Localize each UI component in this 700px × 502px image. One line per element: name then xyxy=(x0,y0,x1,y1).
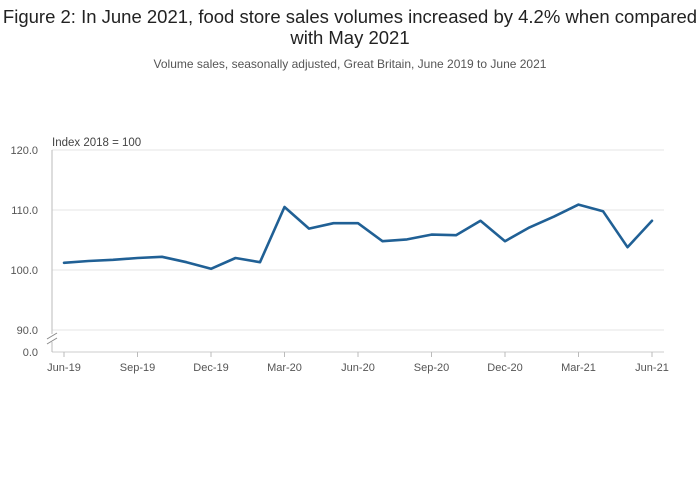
x-tick-label: Dec-20 xyxy=(487,362,522,374)
axis-break-mark xyxy=(46,337,58,345)
series-lines xyxy=(62,203,654,271)
x-tick-label: Jun-21 xyxy=(635,362,669,374)
gridlines xyxy=(52,149,664,353)
y-tick-label: 120.0 xyxy=(10,145,38,157)
y-tick-label: 110.0 xyxy=(11,205,38,217)
tick-labels: 120.0 110.0 100.0 90.0 0.0 Jun-19 Sep-19 Dec-19… xyxy=(10,145,668,374)
x-tick-label: Sep-20 xyxy=(414,362,449,374)
y-axis-label: Index 2018 = 100 xyxy=(52,137,141,149)
x-tick-label: Mar-20 xyxy=(267,362,302,374)
axis-break-mark xyxy=(46,332,58,340)
y-tick-label: 100.0 xyxy=(10,265,38,277)
series-line xyxy=(62,203,654,271)
chart-subtitle: Volume sales, seasonally adjusted, Great… xyxy=(153,57,547,71)
axes xyxy=(46,150,653,357)
y-tick-label: 90.0 xyxy=(17,325,38,337)
x-tick-label: Sep-19 xyxy=(120,362,155,374)
x-tick-label: Jun-19 xyxy=(47,362,81,374)
y-tick-label: 0.0 xyxy=(23,347,38,359)
chart-title: Figure 2: In June 2021, food store sales… xyxy=(2,6,698,48)
x-tick-label: Mar-21 xyxy=(561,362,596,374)
x-tick-label: Dec-19 xyxy=(193,362,228,374)
x-tick-label: Jun-20 xyxy=(341,362,375,374)
